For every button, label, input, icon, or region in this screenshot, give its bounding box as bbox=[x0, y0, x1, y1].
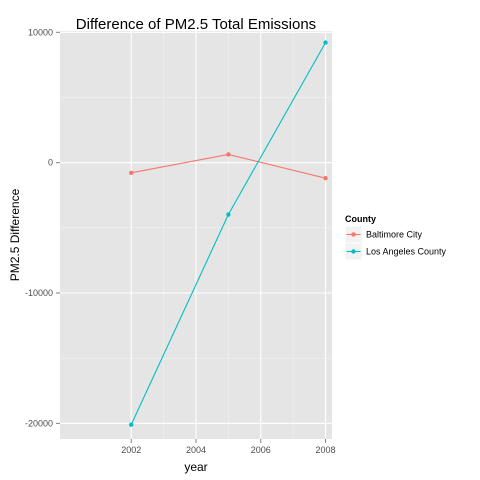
y-tick-label: 0 bbox=[48, 158, 53, 168]
legend-label-baltimore-city: Baltimore City bbox=[366, 230, 423, 240]
y-tick-label: -20000 bbox=[25, 418, 53, 428]
x-tick-label: 2008 bbox=[316, 445, 336, 455]
chart-title: Difference of PM2.5 Total Emissions bbox=[76, 16, 316, 33]
x-tick-label: 2002 bbox=[121, 445, 141, 455]
x-tick-label: 2006 bbox=[251, 445, 271, 455]
y-axis: -20000 -10000 0 10000 bbox=[25, 27, 60, 428]
legend-key-point-baltimore-city bbox=[351, 232, 356, 237]
x-tick-label: 2004 bbox=[186, 445, 206, 455]
data-point-los-angeles-county bbox=[323, 40, 328, 45]
data-point-baltimore-city bbox=[323, 175, 328, 181]
legend-items: Baltimore City Los Angeles County bbox=[344, 225, 447, 261]
data-point-baltimore-city bbox=[129, 170, 134, 176]
y-axis-title: PM2.5 Difference bbox=[8, 188, 22, 281]
data-point-los-angeles-county bbox=[129, 422, 134, 427]
legend: County Baltimore City Los Angeles County bbox=[344, 214, 447, 261]
x-axis: 2002 2004 2006 2008 bbox=[121, 439, 336, 455]
y-tick-label: 10000 bbox=[28, 27, 53, 37]
legend-title: County bbox=[345, 214, 376, 224]
major-grid bbox=[60, 31, 332, 439]
legend-label-los-angeles-county: Los Angeles County bbox=[366, 247, 447, 257]
data-point-los-angeles-county bbox=[226, 212, 231, 217]
y-tick-label: -10000 bbox=[25, 288, 53, 298]
series-layer bbox=[129, 40, 328, 427]
x-axis-title: year bbox=[184, 460, 207, 474]
legend-key-point-los-angeles-county bbox=[351, 249, 356, 254]
data-point-baltimore-city bbox=[226, 152, 231, 157]
